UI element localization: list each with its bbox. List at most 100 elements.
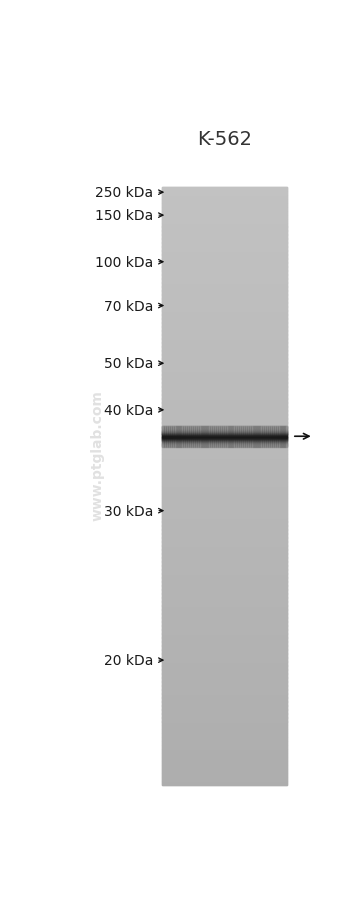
Text: 50 kDa: 50 kDa (104, 357, 154, 371)
Bar (162, 566, 287, 570)
Bar (162, 442, 287, 447)
Bar (162, 737, 287, 741)
Bar (270, 427, 272, 447)
Bar (162, 486, 287, 491)
Text: 20 kDa: 20 kDa (104, 653, 154, 667)
Bar (162, 255, 287, 260)
Bar (162, 765, 287, 769)
Text: 40 kDa: 40 kDa (104, 403, 154, 418)
Bar (184, 427, 187, 447)
Bar (162, 470, 287, 474)
Bar (276, 427, 279, 447)
Bar (162, 351, 287, 355)
Bar (264, 427, 266, 447)
Bar (162, 529, 287, 535)
Bar (241, 427, 243, 447)
Bar (162, 689, 287, 694)
Bar (243, 427, 245, 447)
Bar (162, 526, 287, 530)
Bar (162, 203, 287, 208)
Bar (162, 494, 287, 499)
Bar (261, 427, 264, 447)
Bar (162, 618, 287, 622)
Bar (162, 239, 287, 244)
Bar (203, 427, 206, 447)
Bar (162, 562, 287, 566)
Bar (162, 366, 287, 372)
Bar (285, 427, 287, 447)
Bar (199, 427, 202, 447)
Bar (201, 427, 204, 447)
Bar (193, 427, 195, 447)
Bar (162, 259, 287, 263)
Bar (239, 427, 241, 447)
Bar (166, 427, 168, 447)
Bar (278, 427, 281, 447)
Bar (187, 427, 189, 447)
Bar (162, 474, 287, 479)
Bar (162, 219, 287, 224)
Bar (162, 327, 287, 331)
Bar (162, 318, 287, 324)
Bar (226, 427, 229, 447)
Bar (162, 382, 287, 387)
Bar (162, 701, 287, 705)
Bar (259, 427, 262, 447)
Bar (162, 653, 287, 658)
Bar (162, 196, 287, 200)
Bar (162, 582, 287, 586)
Bar (162, 514, 287, 519)
Bar (162, 410, 287, 415)
Bar (162, 522, 287, 527)
Bar (162, 502, 287, 507)
Bar (162, 490, 287, 494)
Text: 100 kDa: 100 kDa (95, 255, 154, 270)
Bar (208, 427, 210, 447)
Bar (162, 199, 287, 204)
Bar (162, 721, 287, 726)
Bar (162, 446, 287, 451)
Bar (224, 427, 226, 447)
Bar (214, 427, 216, 447)
Bar (162, 769, 287, 774)
Bar (162, 191, 287, 196)
Bar (162, 422, 287, 427)
Bar (162, 379, 287, 383)
Bar (162, 227, 287, 232)
Bar (162, 399, 287, 403)
Bar (162, 434, 287, 439)
Bar (162, 346, 287, 352)
Bar (162, 577, 287, 583)
Bar (256, 427, 258, 447)
Text: 250 kDa: 250 kDa (96, 186, 154, 200)
Bar (162, 407, 287, 411)
Bar (162, 211, 287, 216)
Bar (164, 427, 166, 447)
Bar (162, 414, 287, 419)
Bar (162, 331, 287, 336)
Bar (162, 335, 287, 339)
Bar (162, 427, 164, 447)
Bar (162, 649, 287, 654)
Bar (162, 283, 287, 288)
Bar (162, 713, 287, 718)
Bar (162, 231, 287, 236)
Bar (162, 216, 287, 220)
Bar (162, 371, 287, 375)
Bar (162, 666, 287, 670)
Bar (237, 427, 239, 447)
Bar (162, 661, 287, 666)
Bar (162, 363, 287, 367)
Bar (162, 235, 287, 240)
Bar (191, 427, 193, 447)
Bar (174, 427, 176, 447)
Bar (247, 427, 249, 447)
Bar (232, 427, 235, 447)
Bar (162, 753, 287, 758)
Bar (245, 427, 247, 447)
Bar (162, 745, 287, 750)
Bar (162, 458, 287, 463)
Bar (162, 613, 287, 618)
Bar (162, 686, 287, 690)
Bar (162, 343, 287, 347)
